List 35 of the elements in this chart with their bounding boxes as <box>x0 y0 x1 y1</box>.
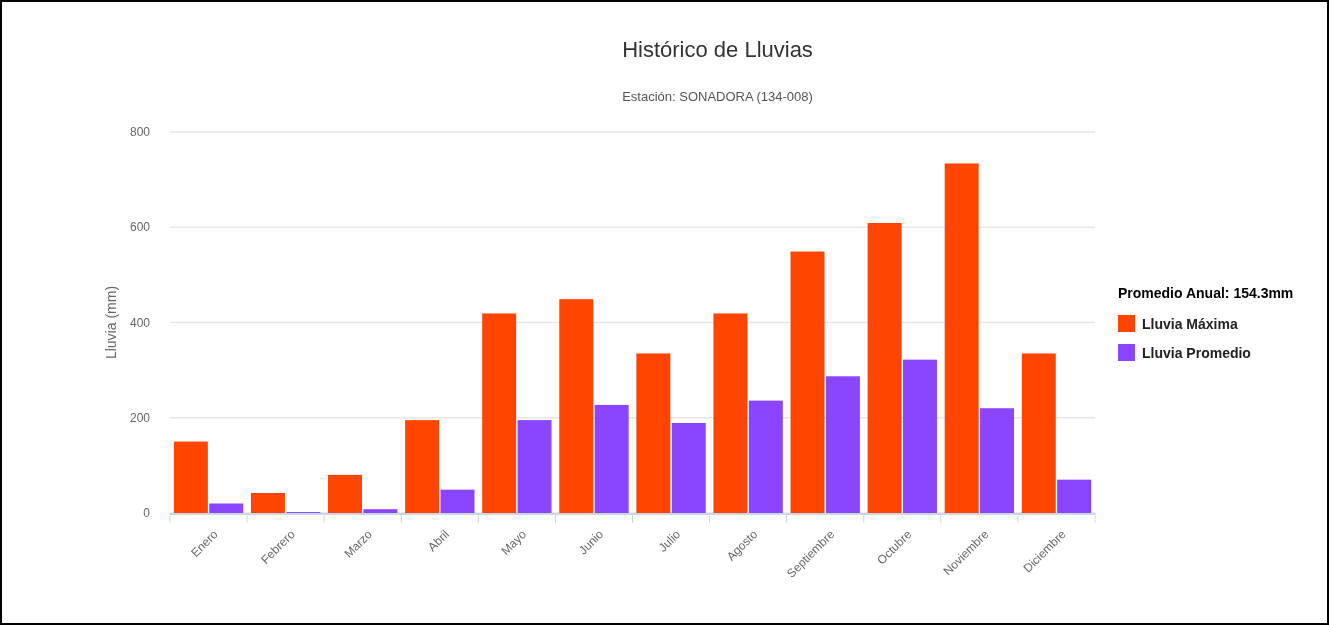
legend-label: Lluvia Promedio <box>1142 345 1251 361</box>
bar <box>517 420 552 513</box>
y-tick-label: 800 <box>129 125 151 139</box>
bar <box>328 474 362 513</box>
bar <box>1057 479 1092 513</box>
bar <box>713 313 748 513</box>
bar <box>405 420 440 513</box>
bar <box>790 251 825 513</box>
bar <box>825 376 860 513</box>
bar <box>636 353 671 513</box>
bar <box>594 404 629 513</box>
bar <box>1021 353 1056 513</box>
x-tick-label: Julio <box>655 527 684 555</box>
y-axis-title: Lluvia (mm) <box>103 285 119 360</box>
y-tick-label: 400 <box>129 315 151 330</box>
bar <box>867 222 902 513</box>
y-tick-label: 600 <box>129 220 151 235</box>
legend-label: Lluvia Máxima <box>1142 316 1238 332</box>
bar <box>482 313 517 513</box>
bar <box>748 400 783 513</box>
bar <box>559 299 594 513</box>
bar <box>250 493 285 513</box>
bar <box>440 489 475 513</box>
bar <box>363 509 398 513</box>
y-tick-label: 0 <box>143 506 151 520</box>
bar <box>173 441 208 513</box>
bar <box>903 359 937 513</box>
bar <box>980 408 1015 513</box>
chart-subtitle: Estación: SONADORA (134-008) <box>622 89 813 104</box>
bar <box>671 422 706 513</box>
bar <box>209 503 244 513</box>
y-tick-label: 200 <box>129 410 151 425</box>
legend-title: Promedio Anual: 154.3mm <box>1118 285 1294 301</box>
bar <box>944 163 979 513</box>
chart-title: Histórico de Lluvias <box>622 37 813 62</box>
